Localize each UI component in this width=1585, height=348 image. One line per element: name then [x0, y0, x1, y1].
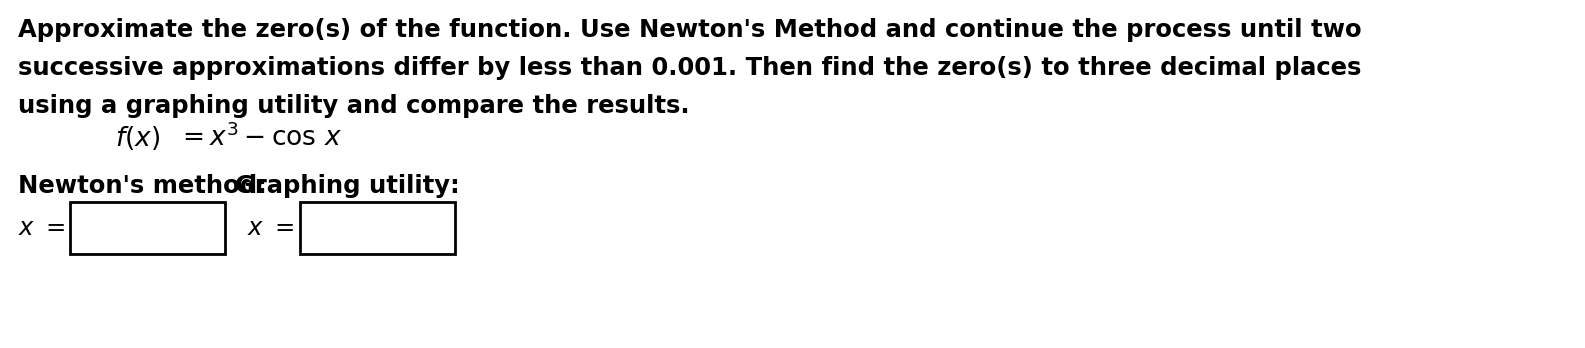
Bar: [70, 202, 225, 254]
Text: Newton's method:: Newton's method:: [17, 174, 266, 198]
Bar: [300, 202, 455, 254]
Text: successive approximations differ by less than 0.001. Then find the zero(s) to th: successive approximations differ by less…: [17, 56, 1362, 80]
Text: using a graphing utility and compare the results.: using a graphing utility and compare the…: [17, 94, 689, 118]
Text: $\mathit{x}\ =$: $\mathit{x}\ =$: [247, 216, 295, 240]
Text: $= \mathit{x}^3 - \cos\,\mathit{x}$: $= \mathit{x}^3 - \cos\,\mathit{x}$: [178, 124, 342, 152]
Text: Graphing utility:: Graphing utility:: [235, 174, 460, 198]
Text: Approximate the zero(s) of the function. Use Newton's Method and continue the pr: Approximate the zero(s) of the function.…: [17, 18, 1362, 42]
Text: $\mathit{f}(\mathit{x})$: $\mathit{f}(\mathit{x})$: [116, 124, 160, 152]
Text: $\mathit{x}\ =$: $\mathit{x}\ =$: [17, 216, 65, 240]
